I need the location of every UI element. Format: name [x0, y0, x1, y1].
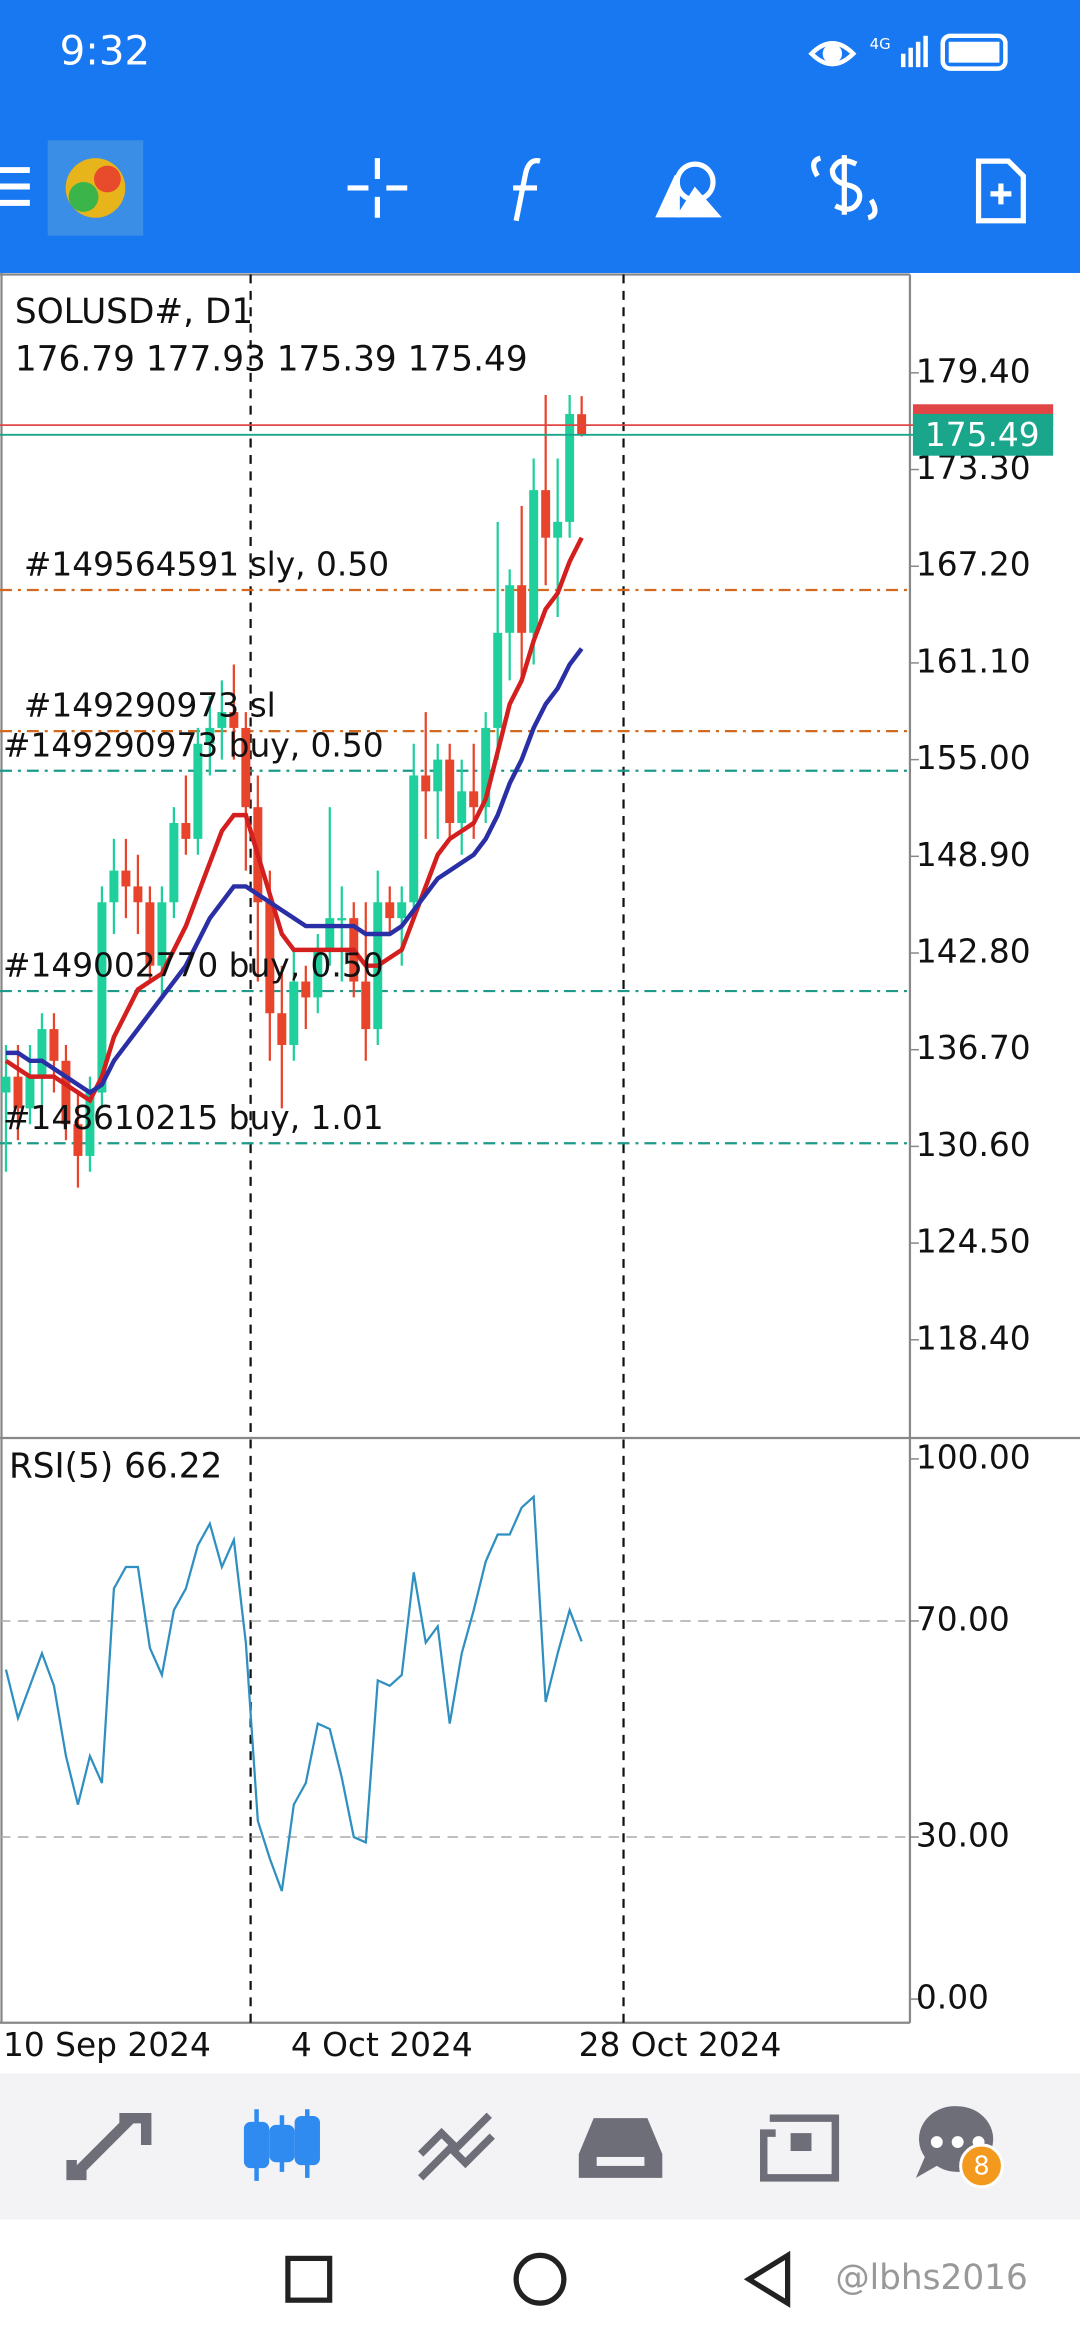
- y-tick-label: 161.10: [916, 642, 1031, 680]
- y-tick-label: 179.40: [916, 352, 1031, 390]
- candle-body: [541, 490, 551, 538]
- candle-body: [313, 949, 323, 998]
- order-label: #149564591 sly, 0.50: [24, 546, 389, 584]
- y-tick-label: 130.60: [916, 1126, 1031, 1164]
- y-tick-label: 136.70: [916, 1029, 1031, 1067]
- moving-average: [5, 647, 584, 1096]
- price-box: [912, 413, 1054, 456]
- candle-body: [265, 902, 275, 1014]
- candle-body: [337, 918, 347, 921]
- candle-body: [469, 791, 479, 808]
- bottom-nav: [0, 2073, 1080, 2220]
- candle-body: [565, 414, 575, 522]
- candle-body: [97, 902, 107, 1093]
- candle-body: [385, 902, 395, 919]
- watermark: @lbhs2016: [835, 2258, 1027, 2298]
- ohlc-label: 176.79 177.93 175.39 175.49: [15, 339, 528, 379]
- candle-body: [433, 759, 443, 792]
- candle-body: [145, 902, 155, 966]
- candle-body: [217, 712, 227, 728]
- candle-body: [553, 521, 563, 538]
- candle-body: [133, 886, 143, 903]
- menu-button[interactable]: [0, 167, 30, 206]
- candle-body: [517, 585, 527, 633]
- candle-body: [529, 490, 539, 633]
- symbol-label: SOLUSD#, D1: [15, 292, 253, 332]
- y-tick-label: 70.00: [916, 1600, 1010, 1638]
- order-label: #149002770 buy, 0.50: [3, 947, 384, 985]
- app-icon[interactable]: [47, 140, 144, 236]
- candle-body: [1, 1076, 11, 1093]
- candle-body: [397, 902, 407, 919]
- candle-body: [49, 1029, 59, 1061]
- signal-bars: [900, 35, 928, 68]
- y-tick-label: 155.00: [916, 739, 1031, 777]
- badge-count: 8: [973, 2150, 989, 2180]
- candle-body: [205, 727, 215, 744]
- order-label: #148610215 buy, 1.01: [3, 1099, 384, 1137]
- candle-body: [169, 823, 179, 903]
- candle-body: [37, 1029, 47, 1077]
- candle-body: [409, 775, 419, 903]
- rsi-title: RSI(5) 66.22: [9, 1446, 222, 1486]
- candle-body: [25, 1076, 35, 1109]
- rsi-line: [4, 1494, 583, 1892]
- badge: [959, 2143, 1004, 2189]
- candle-body: [181, 823, 191, 839]
- candle-body: [325, 918, 335, 950]
- plot: [0, 395, 910, 1892]
- y-tick-label: 142.80: [916, 933, 1031, 971]
- candle-body: [421, 775, 431, 792]
- y-tick-label: 167.20: [916, 546, 1031, 584]
- candle-body: [505, 585, 515, 633]
- y-tick-label: 148.90: [916, 836, 1031, 874]
- network-label: 4G: [870, 35, 891, 53]
- x-tick-label: 10 Sep 2024: [3, 2026, 211, 2064]
- y-tick-label: 100.00: [916, 1438, 1031, 1476]
- order-label: #149290973 buy, 0.50: [3, 726, 384, 764]
- candle-body: [193, 743, 203, 839]
- app-bar: [0, 0, 1080, 273]
- candle-body: [361, 981, 371, 1030]
- x-tick-label: 28 Oct 2024: [579, 2026, 782, 2064]
- candle-body: [229, 712, 239, 728]
- toolbar-icons[interactable]: [347, 155, 1026, 224]
- candle-body: [61, 1060, 71, 1125]
- candle-body: [241, 727, 251, 808]
- candle-body: [289, 981, 299, 1045]
- candle-body: [493, 632, 503, 728]
- candle-body: [481, 727, 491, 808]
- system-nav[interactable]: [285, 2250, 791, 2308]
- period-separators: [249, 274, 625, 2023]
- y-tick-label: 30.00: [916, 1817, 1010, 1855]
- y-tick-label: 0.00: [916, 1979, 989, 2017]
- candle-body: [301, 981, 311, 998]
- candle-body: [445, 759, 455, 824]
- status-icons: [808, 33, 1008, 71]
- candle-body: [109, 870, 119, 903]
- clock: 9:32: [60, 29, 150, 75]
- moving-average: [4, 536, 584, 1104]
- candle-body: [73, 1124, 83, 1156]
- order-label: #149290973 sl: [24, 687, 276, 725]
- candle-body: [121, 870, 131, 887]
- candle-body: [157, 902, 167, 966]
- y-tick-label: 124.50: [916, 1223, 1031, 1261]
- candle-body: [13, 1076, 23, 1109]
- price-label: 175.49: [925, 416, 1040, 454]
- candle-body: [457, 791, 467, 824]
- candle-body: [277, 1013, 287, 1045]
- candle-body: [85, 1092, 95, 1156]
- y-tick-label: 118.40: [916, 1319, 1031, 1357]
- x-tick-label: 4 Oct 2024: [291, 2026, 473, 2064]
